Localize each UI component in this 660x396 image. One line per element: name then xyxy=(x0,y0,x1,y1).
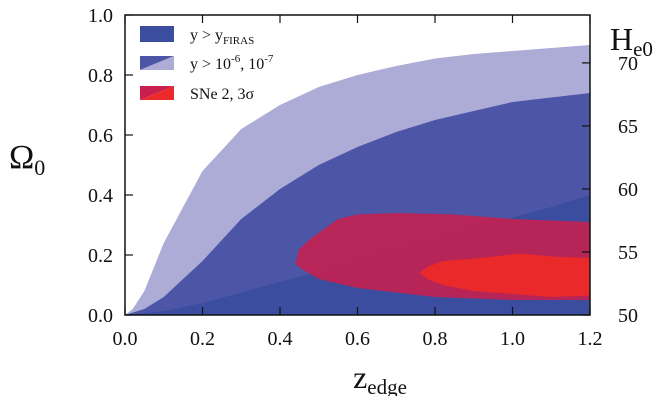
y2-tick-label: 70 xyxy=(618,53,638,75)
y2-tick-label: 55 xyxy=(618,242,638,264)
y-axis-right: 50 55 60 65 70 xyxy=(582,53,638,327)
legend-swatch-sne-inner xyxy=(140,86,174,100)
y-axis-title-sub: 0 xyxy=(34,155,45,180)
legend-item-y-threshold: y > 10-6, 10-7 xyxy=(140,53,274,73)
plot-area xyxy=(125,45,590,315)
y2-tick-label: 65 xyxy=(618,116,638,138)
contour-sne-2sigma xyxy=(419,253,590,297)
x-tick-label: 0.0 xyxy=(113,328,138,350)
y-axis-title-main: Ω xyxy=(9,139,34,176)
legend: y > yFIRAS y > 10-6, 10-7 SNe 2, 3σ xyxy=(140,26,274,103)
legend-item-sne: SNe 2, 3σ xyxy=(140,86,255,103)
x-axis-title: zedge xyxy=(353,359,407,396)
y-tick-label: 0.8 xyxy=(88,65,113,87)
x-axis-title-main: z xyxy=(353,359,367,395)
y-tick-label: 1.0 xyxy=(88,5,113,27)
y2-axis-title: He0 xyxy=(610,21,653,61)
x-axis-title-sub: edge xyxy=(367,375,407,396)
x-tick-label: 1.2 xyxy=(578,328,603,350)
legend-item-firas: y > yFIRAS xyxy=(140,26,254,47)
y-tick-label: 0.6 xyxy=(88,125,113,147)
y-tick-label: 0.4 xyxy=(88,185,113,207)
legend-swatch-firas xyxy=(140,26,174,42)
legend-label-sne: SNe 2, 3σ xyxy=(190,86,255,103)
x-axis: 0.0 0.2 0.4 0.6 0.8 1.0 1.2 xyxy=(113,15,603,350)
y-axis-left: 0.0 0.2 0.4 0.6 0.8 1.0 xyxy=(88,5,133,327)
y2-axis-title-sub: e0 xyxy=(633,37,653,61)
y2-tick-label: 50 xyxy=(618,305,638,327)
x-tick-label: 0.4 xyxy=(268,328,293,350)
y2-axis-title-main: H xyxy=(610,21,633,57)
legend-label-firas: y > yFIRAS xyxy=(190,27,254,47)
y2-tick-label: 60 xyxy=(618,179,638,201)
legend-swatch-y-threshold-light xyxy=(140,56,174,70)
y-tick-label: 0.2 xyxy=(88,245,113,267)
y-axis-title: Ω0 xyxy=(9,139,45,180)
legend-label-y-threshold: y > 10-6, 10-7 xyxy=(190,53,274,73)
x-tick-label: 0.8 xyxy=(423,328,448,350)
x-tick-label: 0.2 xyxy=(190,328,215,350)
y-tick-label: 0.0 xyxy=(88,305,113,327)
x-tick-label: 0.6 xyxy=(345,328,370,350)
x-tick-label: 1.0 xyxy=(500,328,525,350)
